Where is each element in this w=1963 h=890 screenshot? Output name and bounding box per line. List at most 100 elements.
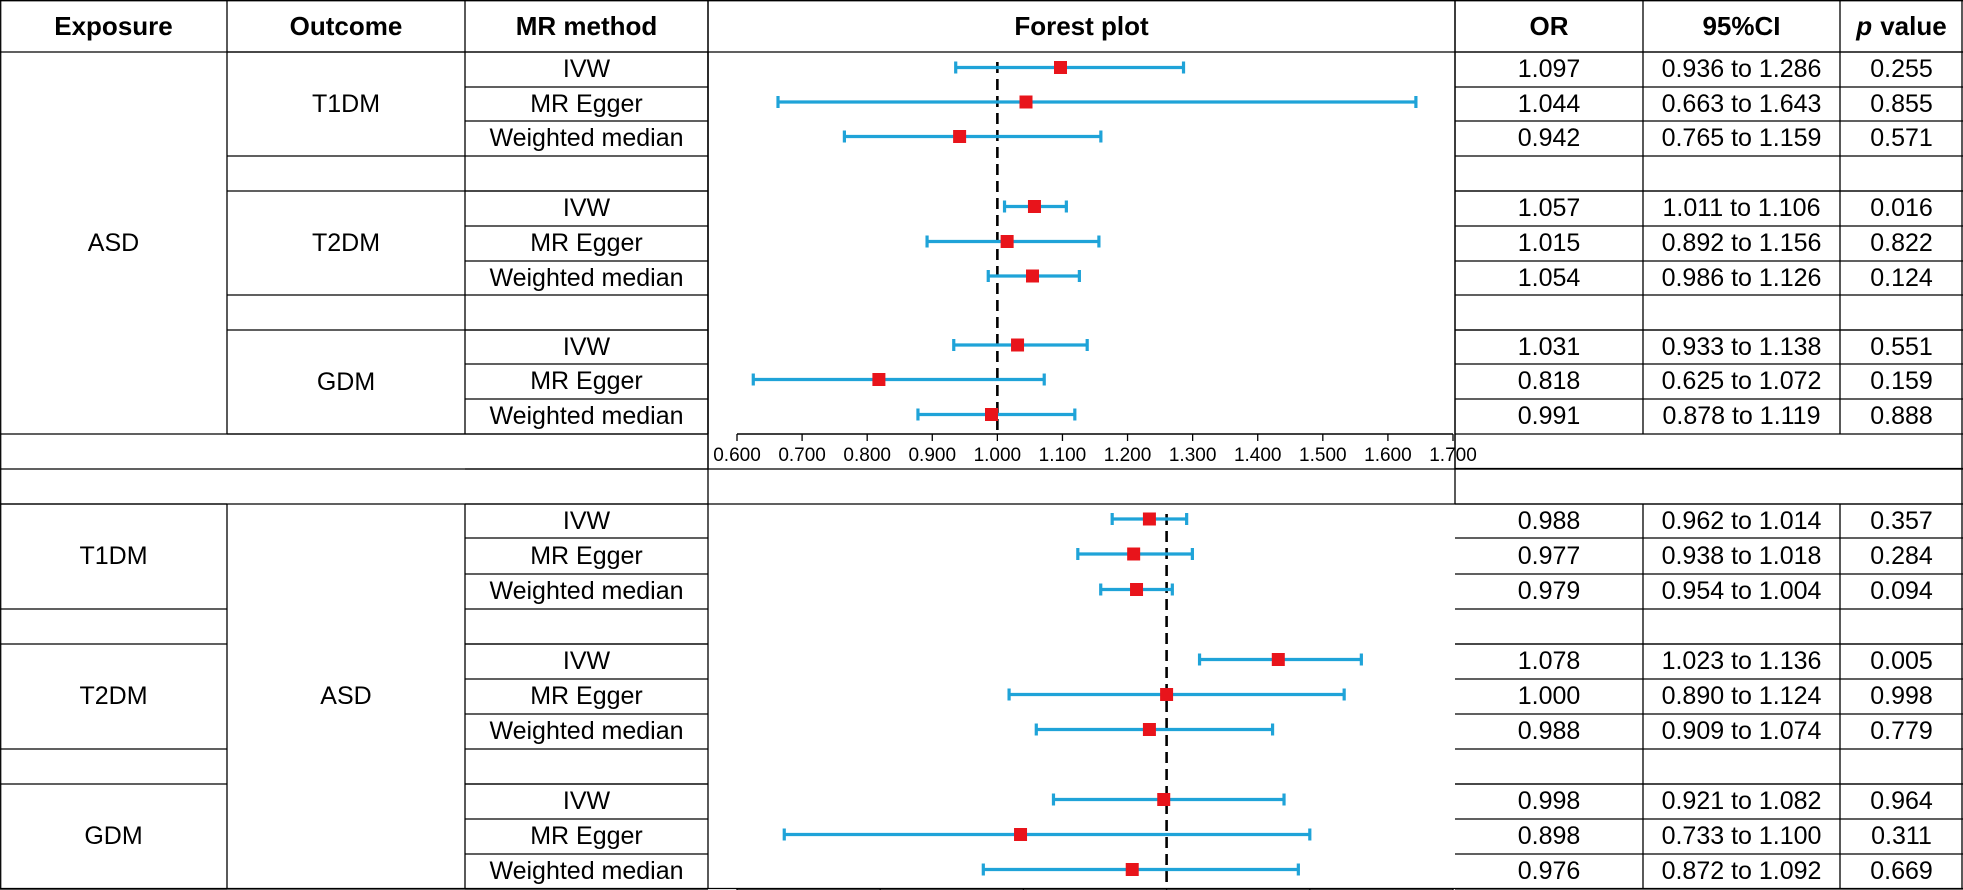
method-cell: Weighted median bbox=[489, 717, 684, 745]
x-tick-label: 1.000 bbox=[974, 445, 1022, 466]
exposure-label: GDM bbox=[84, 822, 143, 850]
method-cell: MR Egger bbox=[530, 541, 643, 570]
x-tick-label: 0.800 bbox=[843, 445, 891, 466]
p-cell: 0.016 bbox=[1870, 194, 1933, 222]
ci-errorbar bbox=[981, 863, 1300, 876]
p-cell: 0.964 bbox=[1870, 787, 1933, 815]
method-cell: Weighted median bbox=[489, 124, 684, 152]
or-cell: 1.044 bbox=[1517, 89, 1581, 118]
p-cell: 0.551 bbox=[1870, 332, 1933, 361]
or-point bbox=[1054, 61, 1068, 74]
x-tick-label: 1.200 bbox=[1104, 445, 1152, 466]
ci-errorbar bbox=[954, 61, 1186, 74]
or-point bbox=[1000, 235, 1014, 248]
method-cell: IVW bbox=[562, 787, 611, 815]
or-cell: 0.988 bbox=[1517, 717, 1581, 745]
header-p-italic: p bbox=[1856, 10, 1873, 41]
or-cell: 0.988 bbox=[1517, 506, 1581, 535]
ci-cell: 0.733 to 1.100 bbox=[1661, 822, 1822, 850]
or-point bbox=[1130, 583, 1144, 596]
or-point bbox=[1127, 547, 1141, 561]
p-cell: 0.669 bbox=[1870, 857, 1933, 885]
header-ci: 95%CI bbox=[1702, 10, 1781, 41]
ci-cell: 0.936 to 1.286 bbox=[1661, 55, 1822, 83]
ci-cell: 1.023 to 1.136 bbox=[1661, 647, 1822, 675]
or-cell: 0.898 bbox=[1517, 822, 1581, 850]
x-tick-label: 1.700 bbox=[1429, 445, 1477, 466]
or-cell: 0.998 bbox=[1517, 787, 1581, 815]
or-point bbox=[1160, 688, 1174, 701]
ci-errorbar bbox=[776, 96, 1418, 108]
method-cell: IVW bbox=[562, 647, 611, 675]
ci-cell: 0.986 to 1.126 bbox=[1661, 263, 1822, 292]
p-cell: 0.888 bbox=[1870, 402, 1933, 430]
ci-cell: 0.890 to 1.124 bbox=[1661, 682, 1822, 710]
method-cell: Weighted median bbox=[489, 577, 684, 605]
outcome-label: T2DM bbox=[311, 228, 381, 257]
or-point bbox=[985, 408, 999, 421]
p-cell: 0.005 bbox=[1870, 647, 1933, 675]
outcome-label: GDM bbox=[316, 367, 376, 396]
or-point bbox=[1142, 512, 1156, 526]
ci-errorbar bbox=[842, 130, 1103, 143]
ci-errorbar bbox=[1007, 688, 1346, 701]
p-cell: 0.571 bbox=[1870, 124, 1933, 152]
method-cell: MR Egger bbox=[530, 89, 643, 118]
or-point bbox=[1271, 653, 1285, 666]
or-cell: 0.818 bbox=[1517, 367, 1581, 395]
x-tick-label: 1.500 bbox=[1299, 445, 1347, 466]
p-cell: 0.855 bbox=[1870, 89, 1933, 118]
x-tick-label: 0.900 bbox=[908, 445, 956, 466]
ci-cell: 0.872 to 1.092 bbox=[1661, 857, 1822, 885]
p-cell: 0.822 bbox=[1870, 229, 1933, 257]
method-cell: IVW bbox=[562, 332, 611, 361]
or-point bbox=[1142, 723, 1156, 736]
exposure-label: T2DM bbox=[79, 682, 148, 710]
p-cell: 0.094 bbox=[1870, 577, 1933, 605]
or-point bbox=[1027, 200, 1041, 213]
or-cell: 0.976 bbox=[1517, 857, 1581, 885]
header-p-rest: value bbox=[1880, 10, 1947, 41]
or-point bbox=[953, 130, 967, 143]
x-tick-label: 0.700 bbox=[778, 445, 826, 466]
ci-cell: 0.625 to 1.072 bbox=[1661, 367, 1822, 395]
x-tick-label: 1.300 bbox=[1169, 445, 1217, 466]
ci-cell: 0.954 to 1.004 bbox=[1661, 577, 1822, 605]
x-tick-label: 0.600 bbox=[713, 445, 761, 466]
method-cell: IVW bbox=[562, 194, 611, 222]
or-point bbox=[1011, 338, 1025, 352]
or-cell: 0.979 bbox=[1517, 577, 1581, 605]
or-point bbox=[1125, 863, 1139, 876]
method-cell: MR Egger bbox=[530, 367, 643, 395]
method-cell: MR Egger bbox=[530, 229, 643, 257]
or-cell: 0.942 bbox=[1517, 124, 1581, 152]
outcome-label: T1DM bbox=[311, 89, 381, 118]
or-cell: 0.991 bbox=[1517, 402, 1581, 430]
ci-cell: 0.962 to 1.014 bbox=[1661, 506, 1822, 535]
or-point bbox=[872, 373, 886, 386]
ci-cell: 0.933 to 1.138 bbox=[1661, 332, 1822, 361]
or-point bbox=[1014, 828, 1028, 841]
header-method: MR method bbox=[515, 10, 658, 41]
or-point bbox=[1026, 269, 1040, 283]
method-cell: MR Egger bbox=[530, 822, 643, 850]
ci-cell: 0.921 to 1.082 bbox=[1661, 787, 1822, 815]
method-cell: IVW bbox=[562, 55, 611, 83]
ci-errorbar bbox=[751, 373, 1046, 386]
method-cell: Weighted median bbox=[489, 263, 684, 292]
x-tick-label: 1.400 bbox=[1234, 445, 1282, 466]
ci-cell: 0.938 to 1.018 bbox=[1661, 541, 1822, 570]
header-or: OR bbox=[1529, 10, 1569, 41]
ci-cell: 0.663 to 1.643 bbox=[1661, 89, 1822, 118]
or-cell: 1.057 bbox=[1517, 194, 1581, 222]
header-p-value: p value bbox=[1840, 0, 1963, 52]
ci-cell: 1.011 to 1.106 bbox=[1662, 194, 1821, 222]
ci-cell: 0.878 to 1.119 bbox=[1662, 402, 1821, 430]
or-cell: 1.015 bbox=[1517, 229, 1581, 257]
outcome-label: ASD bbox=[320, 682, 372, 710]
p-cell: 0.284 bbox=[1870, 541, 1933, 570]
p-cell: 0.159 bbox=[1870, 367, 1933, 395]
p-cell: 0.998 bbox=[1870, 682, 1933, 710]
method-cell: Weighted median bbox=[489, 402, 684, 430]
